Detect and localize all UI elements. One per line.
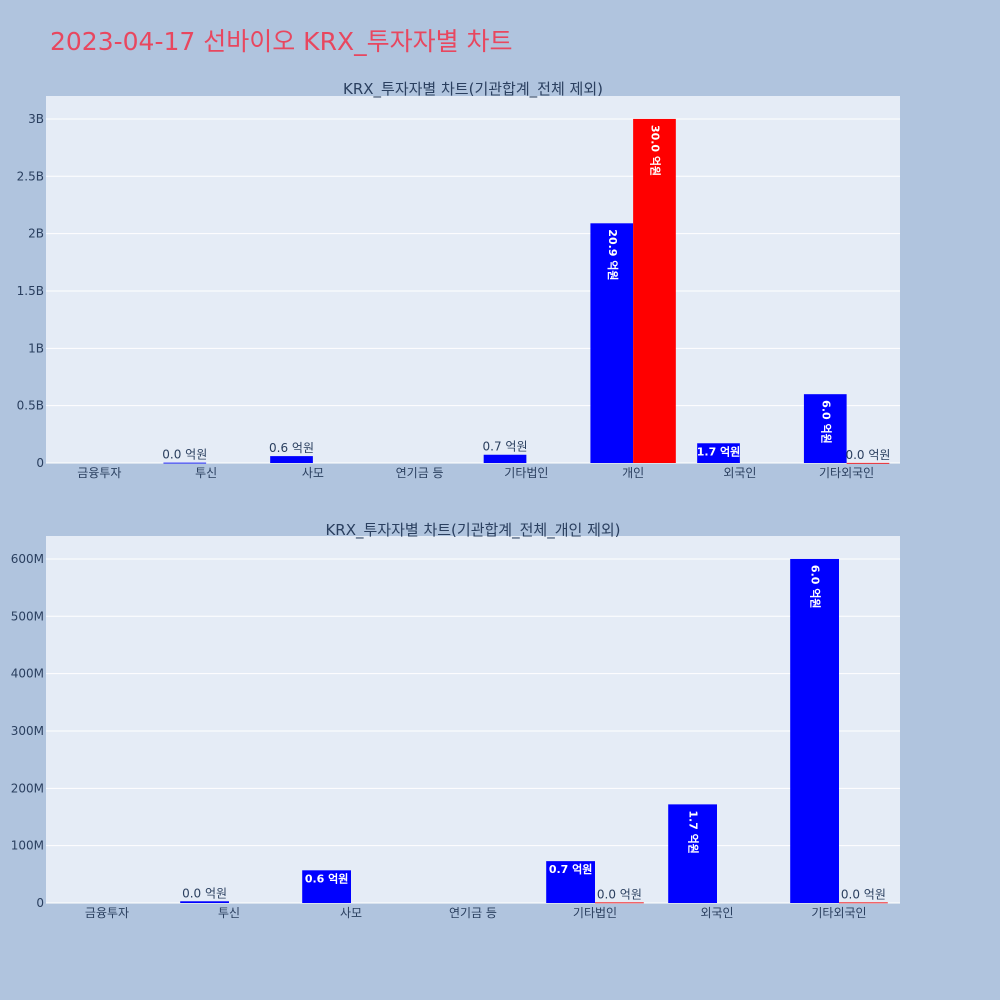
plot-area bbox=[46, 96, 900, 463]
data-label: 0.7 억원 bbox=[549, 862, 593, 876]
bar bbox=[483, 454, 527, 463]
x-tick-label: 기타법인 bbox=[573, 906, 617, 920]
y-tick-label: 3B bbox=[28, 112, 44, 126]
data-label: 6.0 억원 bbox=[819, 400, 833, 444]
data-label: 0.0 억원 bbox=[597, 887, 642, 901]
y-tick-label: 300M bbox=[11, 724, 44, 738]
bar bbox=[697, 443, 740, 463]
page-title: 2023-04-17 선바이오 KRX_투자자별 차트 bbox=[50, 27, 513, 56]
data-label: 6.0 억원 bbox=[809, 565, 823, 609]
data-label: 0.0 억원 bbox=[845, 448, 890, 462]
data-label: 1.7 억원 bbox=[687, 810, 701, 854]
bar bbox=[633, 118, 676, 463]
chart-title: KRX_투자자별 차트(기관합계_전체 제외) bbox=[343, 80, 603, 99]
data-label: 0.6 억원 bbox=[305, 871, 349, 885]
x-tick-label: 기타외국인 bbox=[819, 466, 874, 480]
data-label: 0.7 억원 bbox=[483, 440, 528, 454]
y-tick-label: 0 bbox=[36, 896, 44, 910]
x-tick-label: 금융투자 bbox=[85, 906, 129, 920]
bar bbox=[668, 804, 717, 903]
x-tick-label: 사모 bbox=[340, 906, 362, 920]
data-label: 20.9 억원 bbox=[606, 229, 620, 280]
y-tick-label: 400M bbox=[11, 667, 44, 681]
y-tick-label: 500M bbox=[11, 609, 44, 623]
x-tick-label: 연기금 등 bbox=[449, 906, 497, 920]
bar bbox=[590, 223, 634, 463]
bar bbox=[163, 462, 207, 464]
y-tick-label: 0.5B bbox=[17, 399, 44, 413]
data-label: 0.0 억원 bbox=[841, 887, 886, 901]
bar bbox=[839, 902, 888, 904]
x-tick-label: 금융투자 bbox=[77, 466, 121, 480]
bar bbox=[846, 462, 890, 464]
chart-2: 0 100M 200M 300M 400M 500M 600M KRX_투자자별 차트(기관합… bbox=[11, 521, 900, 920]
bar bbox=[803, 394, 847, 463]
bar bbox=[595, 902, 644, 904]
y-tick-label: 2.5B bbox=[17, 169, 44, 183]
y-tick-label: 2B bbox=[28, 227, 44, 241]
y-tick-label: 0 bbox=[36, 456, 44, 470]
y-tick-label: 200M bbox=[11, 781, 44, 795]
x-tick-label: 투신 bbox=[195, 466, 217, 480]
x-tick-label: 투신 bbox=[218, 906, 240, 920]
x-tick-label: 기타법인 bbox=[504, 466, 548, 480]
bar bbox=[270, 456, 313, 463]
y-tick-label: 1.5B bbox=[17, 284, 44, 298]
data-label: 30.0 억원 bbox=[648, 125, 662, 176]
data-label: 0.0 억원 bbox=[162, 448, 207, 462]
x-tick-label: 기타외국인 bbox=[811, 906, 866, 920]
x-tick-label: 연기금 등 bbox=[396, 466, 444, 480]
bar bbox=[180, 901, 229, 903]
x-tick-label: 외국인 bbox=[723, 466, 756, 480]
bar bbox=[790, 558, 839, 903]
data-label: 1.7 억원 bbox=[697, 444, 741, 458]
data-label: 0.6 억원 bbox=[269, 441, 314, 455]
bar bbox=[302, 870, 351, 903]
y-tick-label: 600M bbox=[11, 552, 44, 566]
chart-1: 0 0.5B 1B 1.5B 2B 2.5B 3B KRX_투자자별 차트(기관합계_전체 제… bbox=[17, 80, 900, 480]
bar bbox=[546, 861, 595, 903]
plot-area bbox=[46, 536, 900, 903]
x-tick-label: 사모 bbox=[302, 466, 324, 480]
chart-title: KRX_투자자별 차트(기관합계_전체_개인 제외) bbox=[325, 521, 620, 540]
y-tick-label: 100M bbox=[11, 839, 44, 853]
x-tick-label: 외국인 bbox=[700, 906, 733, 920]
y-tick-label: 1B bbox=[28, 341, 44, 355]
data-label: 0.0 억원 bbox=[182, 886, 227, 900]
x-tick-label: 개인 bbox=[622, 466, 644, 480]
